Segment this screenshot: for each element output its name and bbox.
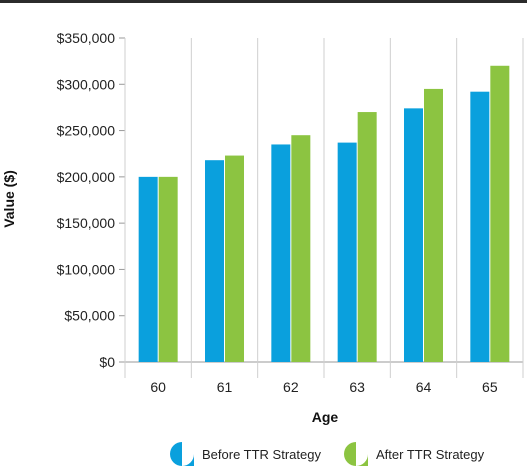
x-tick-label: 61: [217, 379, 233, 395]
legend-label-after: After TTR Strategy: [376, 446, 485, 462]
y-tick-label: $200,000: [57, 169, 116, 185]
x-tick-label: 62: [283, 379, 299, 395]
legend-item-after: After TTR Strategy: [342, 440, 484, 468]
legend-item-before: Before TTR Strategy: [168, 440, 321, 468]
top-rule: [0, 0, 527, 3]
legend-label-before: Before TTR Strategy: [202, 446, 321, 462]
x-tick-label: 65: [482, 379, 498, 395]
chart-legend: Before TTR Strategy After TTR Strategy: [0, 440, 527, 470]
chart-bars: [138, 65, 510, 363]
bar-before-ttr: [138, 176, 158, 362]
bar-after-ttr: [357, 112, 377, 362]
legend-swatch-before-icon: [168, 440, 196, 468]
y-tick-labels: $0 $50,000 $100,000 $150,000 $200,000 $250,00…: [57, 30, 116, 370]
x-tick-label: 60: [150, 379, 166, 395]
bar-before-ttr: [404, 108, 423, 363]
bar-before-ttr: [271, 144, 291, 362]
chart-axes: [119, 37, 524, 378]
legend-swatch-after-icon: [342, 440, 370, 468]
bar-after-ttr: [225, 155, 244, 362]
y-tick-label: $0: [99, 354, 115, 370]
y-tick-label: $100,000: [57, 261, 116, 277]
x-tick-labels: 60 61 62 63 64 65: [150, 379, 497, 395]
y-tick-label: $350,000: [57, 30, 116, 46]
y-tick-label: $50,000: [64, 308, 115, 324]
bar-chart: $0 $50,000 $100,000 $150,000 $200,000 $250,00…: [1, 30, 524, 425]
bar-before-ttr: [205, 160, 224, 362]
y-tick-label: $300,000: [57, 76, 116, 92]
bar-after-ttr: [158, 176, 178, 362]
bar-after-ttr: [291, 135, 311, 362]
bar-after-ttr: [490, 65, 510, 363]
bar-before-ttr: [337, 142, 357, 362]
y-tick-label: $150,000: [57, 215, 116, 231]
x-tick-label: 63: [349, 379, 365, 395]
y-axis-title: Value ($): [1, 170, 17, 228]
x-axis-title: Age: [312, 409, 339, 425]
bar-after-ttr: [424, 88, 443, 363]
x-tick-label: 64: [416, 379, 432, 395]
bar-before-ttr: [470, 91, 490, 362]
y-tick-label: $250,000: [57, 123, 116, 139]
